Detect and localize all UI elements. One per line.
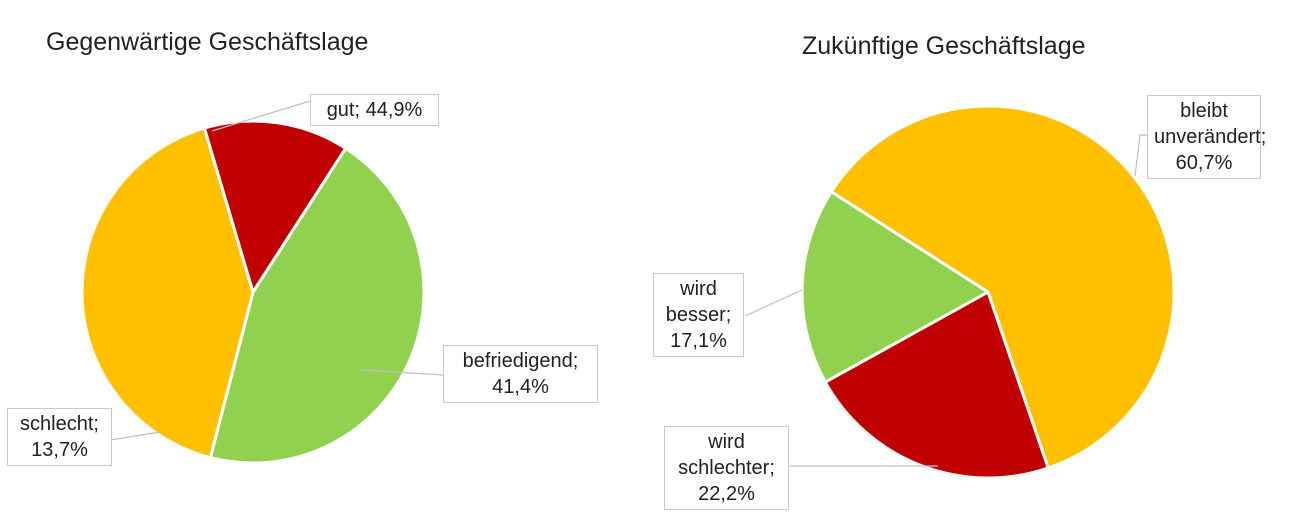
leader-lines xyxy=(109,100,1147,467)
data-label-schlecht: schlecht; 13,7% xyxy=(7,408,112,466)
pie-slice-wird-besser xyxy=(800,190,990,384)
data-label-gut-text: gut; 44,9% xyxy=(326,99,423,121)
pie-future xyxy=(800,104,1176,480)
data-label-schlechter-line2: schlechter; xyxy=(678,457,775,479)
leader-line-besser xyxy=(744,289,803,317)
data-label-bleibt-line1: bleibt xyxy=(1180,100,1228,122)
data-label-gut: gut; 44,9% xyxy=(310,94,439,126)
pie-slice-schlecht xyxy=(202,119,348,294)
chart-title-future: Zukünftige Geschäftslage xyxy=(802,32,1086,60)
data-label-schlecht-line2: 13,7% xyxy=(31,439,88,461)
data-label-wird-besser: wird besser; 17,1% xyxy=(653,273,744,357)
data-label-besser-line1: wird xyxy=(680,278,717,300)
chart-title-current: Gegenwärtige Geschäftslage xyxy=(46,28,369,56)
data-label-besser-line3: 17,1% xyxy=(670,330,727,352)
pie-slice-gut xyxy=(208,146,426,465)
data-label-befriedigend-line2: 41,4% xyxy=(492,376,549,398)
data-label-schlechter-line1: wird xyxy=(708,431,745,453)
data-label-bleibt-line3: 60,7% xyxy=(1175,152,1233,174)
leader-line-bleibt xyxy=(1134,134,1147,177)
data-label-bleibt-line2: unverändert; xyxy=(1154,126,1267,148)
data-label-bleibt-unveraendert: bleibt unverändert; 60,7% xyxy=(1147,95,1267,179)
data-label-besser-line2: besser; xyxy=(665,304,732,326)
data-label-befriedigend: befriedigend; 41,4% xyxy=(443,345,598,403)
data-label-befriedigend-line1: befriedigend; xyxy=(462,350,579,372)
data-label-wird-schlechter: wird schlechter; 22,2% xyxy=(664,426,789,510)
leader-line-schlecht xyxy=(109,431,161,441)
data-label-schlecht-line1: schlecht; xyxy=(20,413,99,435)
data-label-schlechter-line3: 22,2% xyxy=(698,483,755,505)
pie-slice-bleibt-unverändert xyxy=(829,104,1176,470)
pie-current xyxy=(80,119,426,465)
leader-line-gut xyxy=(211,100,311,132)
leader-line-befriedigend xyxy=(359,369,444,376)
